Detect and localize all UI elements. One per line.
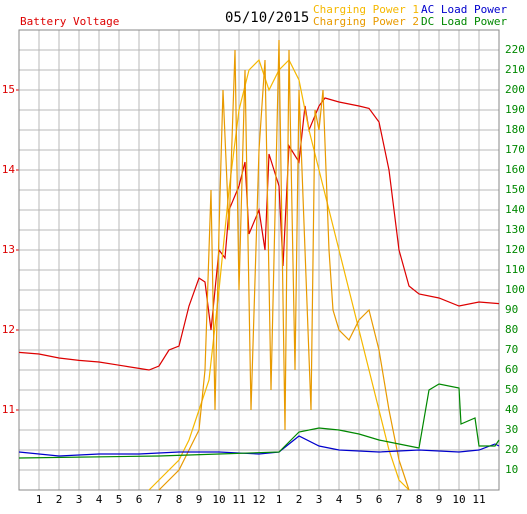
y2-tick-label: 70 <box>505 343 518 356</box>
series-line <box>18 97 500 371</box>
y2-tick-label: 170 <box>505 143 525 156</box>
y2-tick-label: 100 <box>505 283 525 296</box>
y2-tick-label: 110 <box>505 263 525 276</box>
x-tick-label: 2 <box>296 493 303 506</box>
x-tick-label: 4 <box>96 493 103 506</box>
legend-entry: Battery Voltage <box>20 15 119 28</box>
legend-entry: Charging Power 1 <box>313 3 419 16</box>
x-tick-label: 3 <box>316 493 323 506</box>
legend-entry: DC Load Power <box>421 15 507 28</box>
x-tick-label: 5 <box>116 493 123 506</box>
series-line <box>158 39 410 491</box>
x-tick-label: 8 <box>416 493 423 506</box>
y2-tick-label: 30 <box>505 423 518 436</box>
plot-border <box>18 29 500 491</box>
y2-tick-label: 140 <box>505 203 525 216</box>
x-tick-label: 6 <box>376 493 383 506</box>
x-tick-label: 11 <box>232 493 245 506</box>
series-line <box>18 383 500 459</box>
y2-tick-label: 20 <box>505 443 518 456</box>
y2-tick-label: 190 <box>505 103 525 116</box>
series-line <box>18 435 500 457</box>
y2-tick-label: 40 <box>505 403 518 416</box>
y2-tick-label: 50 <box>505 383 518 396</box>
x-tick-label: 12 <box>252 493 265 506</box>
y2-tick-label: 120 <box>505 243 525 256</box>
y2-tick-label: 150 <box>505 183 525 196</box>
x-tick-label: 2 <box>56 493 63 506</box>
y2-tick-label: 210 <box>505 63 525 76</box>
x-tick-label: 4 <box>336 493 343 506</box>
x-tick-label: 7 <box>156 493 163 506</box>
y2-tick-label: 80 <box>505 323 518 336</box>
y2-tick-label: 160 <box>505 163 525 176</box>
x-tick-label: 11 <box>472 493 485 506</box>
x-tick-label: 5 <box>356 493 363 506</box>
y-tick-label: 12 <box>2 323 15 336</box>
x-tick-label: 10 <box>452 493 465 506</box>
y2-tick-label: 130 <box>505 223 525 236</box>
x-tick-label: 3 <box>76 493 83 506</box>
series-line <box>148 58 410 491</box>
y-tick-label: 11 <box>2 403 15 416</box>
y-tick-label: 15 <box>2 83 15 96</box>
y-tick-label: 13 <box>2 243 15 256</box>
x-tick-label: 9 <box>436 493 443 506</box>
x-tick-label: 1 <box>36 493 43 506</box>
y-tick-label: 14 <box>2 163 16 176</box>
y2-tick-label: 90 <box>505 303 518 316</box>
x-tick-label: 7 <box>396 493 403 506</box>
legend-entry: AC Load Power <box>421 3 507 16</box>
y2-tick-label: 200 <box>505 83 525 96</box>
x-tick-label: 6 <box>136 493 143 506</box>
x-tick-label: 8 <box>176 493 183 506</box>
legend-entry: Charging Power 2 <box>313 15 419 28</box>
x-tick-label: 9 <box>196 493 203 506</box>
y2-tick-label: 180 <box>505 123 525 136</box>
x-tick-label: 1 <box>276 493 283 506</box>
y2-tick-label: 60 <box>505 363 518 376</box>
chart-title: 05/10/2015 <box>225 10 309 26</box>
y2-tick-label: 220 <box>505 43 525 56</box>
y2-tick-label: 10 <box>505 463 518 476</box>
x-tick-label: 10 <box>212 493 225 506</box>
